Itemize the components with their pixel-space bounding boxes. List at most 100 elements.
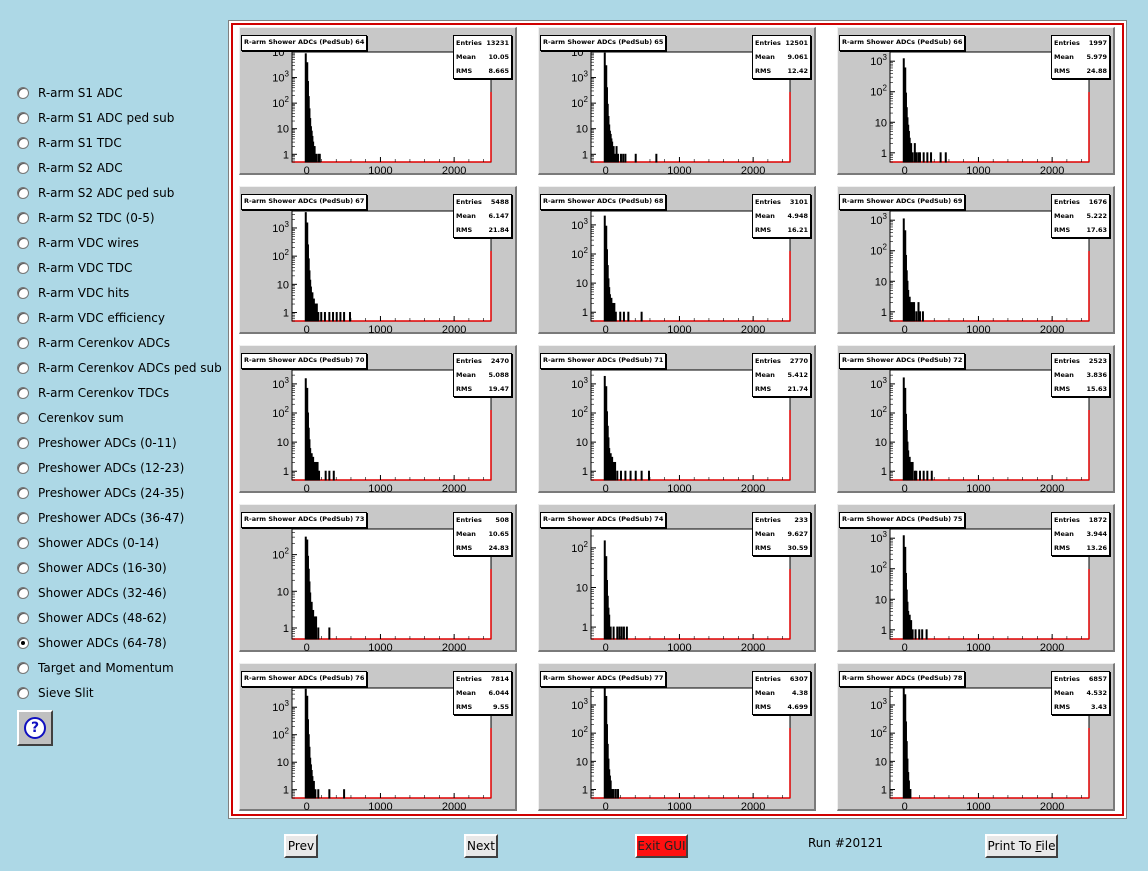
radio-option[interactable]: Target and Momentum — [17, 658, 174, 678]
radio-button[interactable] — [17, 662, 29, 674]
radio-option[interactable]: R-arm S2 ADC — [17, 158, 123, 178]
radio-button[interactable] — [17, 587, 29, 599]
print-to-file-button[interactable]: Print To File — [985, 834, 1058, 858]
x-tick-label: 2000 — [442, 801, 466, 812]
stats-value: 9.061 — [787, 53, 808, 61]
stats-row-mean: Mean 4.948 — [755, 210, 808, 223]
radio-option[interactable]: Shower ADCs (48-62) — [17, 608, 167, 628]
histogram-bin — [910, 302, 913, 322]
histogram-bin — [339, 312, 342, 322]
radio-option[interactable]: R-arm VDC efficiency — [17, 308, 165, 328]
histogram-pad[interactable]: 1 10 102 103 0 1000 2000 R-arm Shower ADCs (Ped… — [837, 663, 1115, 812]
radio-option[interactable]: Preshower ADCs (0-11) — [17, 433, 177, 453]
histogram-pad[interactable]: 1 10 102 103 0 1000 2000 R-arm Shower ADCs (Ped… — [538, 186, 816, 335]
radio-button[interactable] — [17, 537, 29, 549]
radio-option[interactable]: R-arm S1 TDC — [17, 133, 122, 153]
radio-button-checked[interactable] — [17, 637, 29, 649]
stats-value: 16.21 — [787, 226, 808, 234]
histogram-bin — [944, 152, 947, 163]
stats-label: Entries — [1054, 516, 1080, 524]
radio-option[interactable]: Preshower ADCs (36-47) — [17, 508, 184, 528]
radio-button[interactable] — [17, 512, 29, 524]
y-tick-label: 103 — [272, 70, 289, 85]
radio-button[interactable] — [17, 362, 29, 374]
histogram-bin — [622, 311, 625, 322]
histogram-title: R-arm Shower ADCs (PedSub) 74 — [540, 512, 667, 528]
x-tick-label: 0 — [603, 801, 609, 812]
radio-button[interactable] — [17, 562, 29, 574]
histogram-pad[interactable]: 1 10 102 103 0 1000 2000 R-arm Shower ADCs (Ped… — [239, 345, 517, 494]
radio-option-label: R-arm Cerenkov TDCs — [38, 386, 170, 400]
radio-button[interactable] — [17, 187, 29, 199]
radio-button[interactable] — [17, 112, 29, 124]
histogram-pad[interactable]: 110102103104010002000R-arm Shower ADCs (… — [538, 27, 816, 176]
radio-button[interactable] — [17, 162, 29, 174]
next-button[interactable]: Next — [464, 834, 498, 858]
histogram-bin — [315, 461, 318, 481]
radio-button[interactable] — [17, 437, 29, 449]
histogram-bin — [911, 152, 914, 163]
radio-option[interactable]: R-arm VDC wires — [17, 233, 139, 253]
radio-option[interactable]: R-arm S2 ADC ped sub — [17, 183, 174, 203]
radio-option[interactable]: R-arm Cerenkov ADCs — [17, 333, 170, 353]
radio-option[interactable]: Preshower ADCs (24-35) — [17, 483, 184, 503]
x-tick-label: 1000 — [966, 642, 990, 653]
x-tick-label: 2000 — [442, 165, 466, 176]
prev-button[interactable]: Prev — [284, 834, 318, 858]
histogram-pad[interactable]: 1 10 102 103 0 1000 2000 R-arm Shower ADCs (Ped… — [837, 345, 1115, 494]
histogram-pad[interactable]: 1 10 102 0 1000 2000 R-arm Shower ADCs (PedSub… — [239, 504, 517, 653]
histogram-pad[interactable]: 1 10 102 103 0 1000 2000 R-arm Shower ADCs (Ped… — [837, 504, 1115, 653]
radio-button[interactable] — [17, 487, 29, 499]
stats-value: 233 — [794, 516, 808, 524]
radio-button[interactable] — [17, 462, 29, 474]
radio-option[interactable]: R-arm VDC hits — [17, 283, 129, 303]
radio-option[interactable]: Preshower ADCs (12-23) — [17, 458, 184, 478]
radio-option[interactable]: Shower ADCs (0-14) — [17, 533, 159, 553]
histogram-bin — [930, 152, 933, 163]
radio-button[interactable] — [17, 337, 29, 349]
histogram-pad[interactable]: 1 10 102 103 0 1000 2000 R-arm Shower ADCs (Ped… — [538, 663, 816, 812]
radio-option[interactable]: R-arm S2 TDC (0-5) — [17, 208, 155, 228]
radio-button[interactable] — [17, 287, 29, 299]
stats-value: 30.59 — [787, 544, 808, 552]
sidebar: R-arm S1 ADC R-arm S1 ADC ped sub R-arm S1… — [0, 0, 228, 871]
radio-option[interactable]: Sieve Slit — [17, 683, 94, 703]
radio-button[interactable] — [17, 412, 29, 424]
radio-option[interactable]: Cerenkov sum — [17, 408, 124, 428]
radio-button[interactable] — [17, 387, 29, 399]
histogram-title: R-arm Shower ADCs (PedSub) 65 — [540, 35, 667, 51]
histogram-pad[interactable]: 110102103104010002000R-arm Shower ADCs (… — [239, 27, 517, 176]
radio-option[interactable]: R-arm VDC TDC — [17, 258, 132, 278]
exit-gui-button[interactable]: Exit GUI — [635, 834, 688, 858]
radio-button[interactable] — [17, 237, 29, 249]
histogram-pad[interactable]: 1 10 102 0 1000 2000 R-arm Shower ADCs (PedSub… — [538, 504, 816, 653]
stats-value: 6857 — [1088, 675, 1107, 683]
radio-option[interactable]: Shower ADCs (16-30) — [17, 558, 167, 578]
radio-button[interactable] — [17, 212, 29, 224]
histogram-pad[interactable]: 1 10 102 103 0 1000 2000 R-arm Shower ADCs (Ped… — [239, 186, 517, 335]
radio-button[interactable] — [17, 687, 29, 699]
help-button[interactable]: ? — [17, 710, 53, 746]
y-tick-label: 10 — [277, 124, 289, 136]
histogram-bin — [312, 456, 315, 481]
histogram-bin — [603, 52, 606, 163]
stats-row-entries: Entries 3101 — [755, 196, 808, 209]
stats-row-rms: RMS 4.699 — [755, 701, 808, 714]
x-tick-label: 0 — [304, 165, 310, 176]
radio-button[interactable] — [17, 312, 29, 324]
radio-option[interactable]: R-arm S1 ADC ped sub — [17, 108, 174, 128]
radio-option[interactable]: R-arm Cerenkov ADCs ped sub — [17, 358, 222, 378]
radio-button[interactable] — [17, 262, 29, 274]
histogram-pad[interactable]: 1 10 102 103 0 1000 2000 R-arm Shower ADCs (Ped… — [239, 663, 517, 812]
histogram-pad[interactable]: 1 10 102 103 0 1000 2000 R-arm Shower ADCs (Ped… — [837, 27, 1115, 176]
histogram-pad[interactable]: 1 10 102 103 0 1000 2000 R-arm Shower ADCs (Ped… — [837, 186, 1115, 335]
histogram-pad[interactable]: 1 10 102 103 0 1000 2000 R-arm Shower ADCs (Ped… — [538, 345, 816, 494]
radio-option[interactable]: R-arm S1 ADC — [17, 83, 123, 103]
radio-option[interactable]: Shower ADCs (64-78) — [17, 633, 167, 653]
radio-option-label: R-arm S2 ADC ped sub — [38, 186, 175, 200]
radio-button[interactable] — [17, 612, 29, 624]
radio-button[interactable] — [17, 87, 29, 99]
radio-button[interactable] — [17, 137, 29, 149]
radio-option[interactable]: Shower ADCs (32-46) — [17, 583, 167, 603]
radio-option[interactable]: R-arm Cerenkov TDCs — [17, 383, 169, 403]
